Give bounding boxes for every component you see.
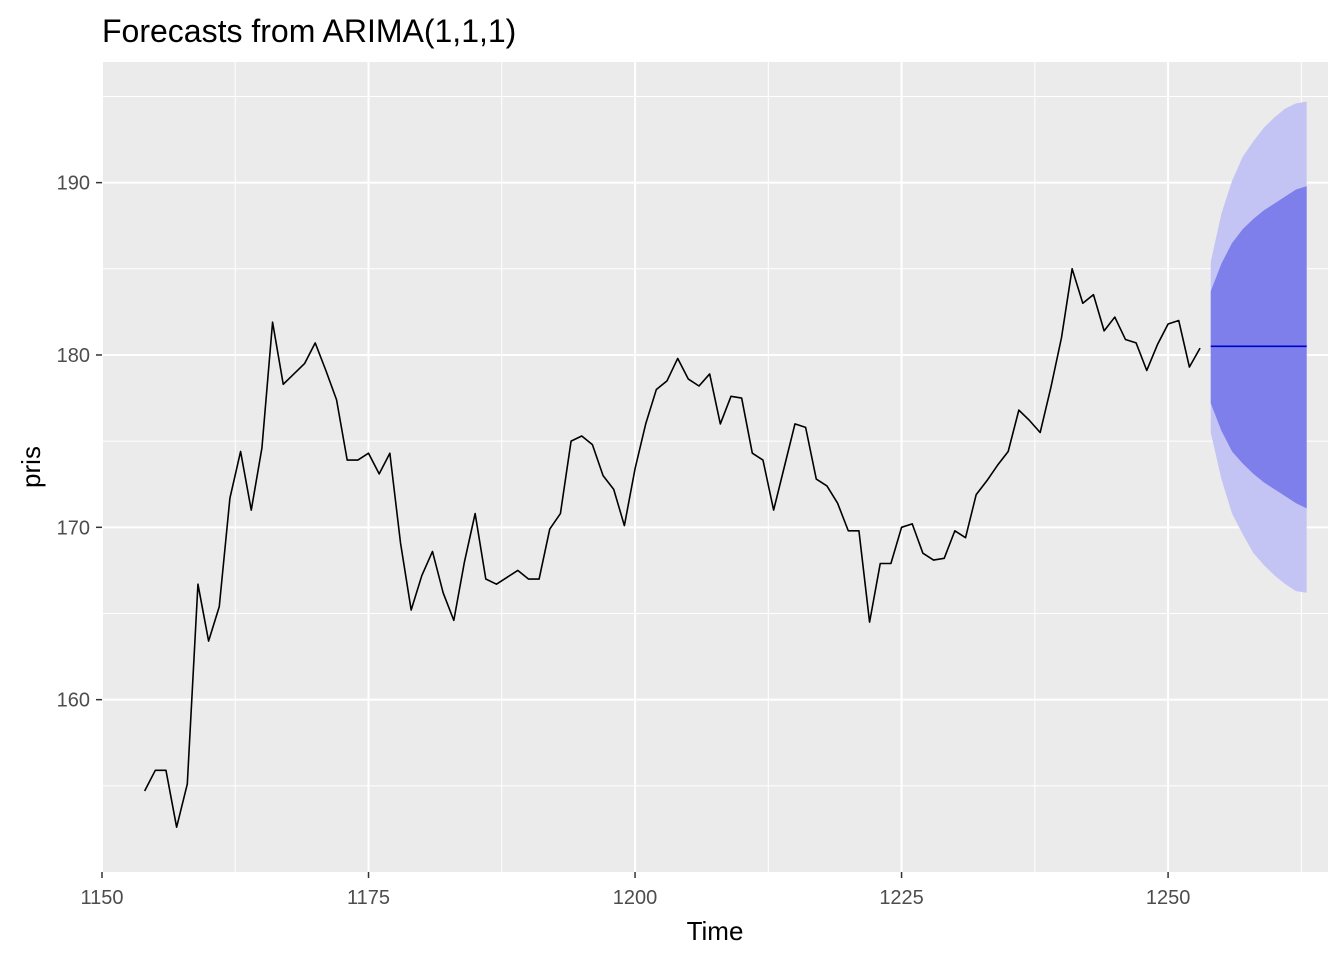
major-gridlines [101,62,1328,872]
y-tick-label: 170 [57,517,90,539]
x-axis-title: Time [687,916,744,946]
y-tick-label: 160 [57,690,90,712]
observed-series-line [143,268,1201,828]
x-tick-label: 1175 [347,887,390,909]
interval-80-band [1210,186,1307,509]
y-axis-title: pris [16,446,46,488]
plot-panel [102,62,1328,872]
series-lines [143,268,1307,828]
x-tick-label: 1225 [879,887,924,909]
minor-gridlines [102,62,1328,872]
x-tick-label: 1250 [1146,887,1191,909]
x-axis: 1150 1175 1200 1225 1250 [80,872,1190,909]
y-tick-label: 180 [57,345,90,367]
chart-title: Forecasts from ARIMA(1,1,1) [102,13,516,49]
prediction-intervals [1210,101,1307,593]
x-tick-label: 1200 [613,887,658,909]
y-axis: 160 170 180 190 [57,173,102,712]
x-tick-label: 1150 [80,887,123,909]
y-tick-label: 190 [57,173,90,195]
